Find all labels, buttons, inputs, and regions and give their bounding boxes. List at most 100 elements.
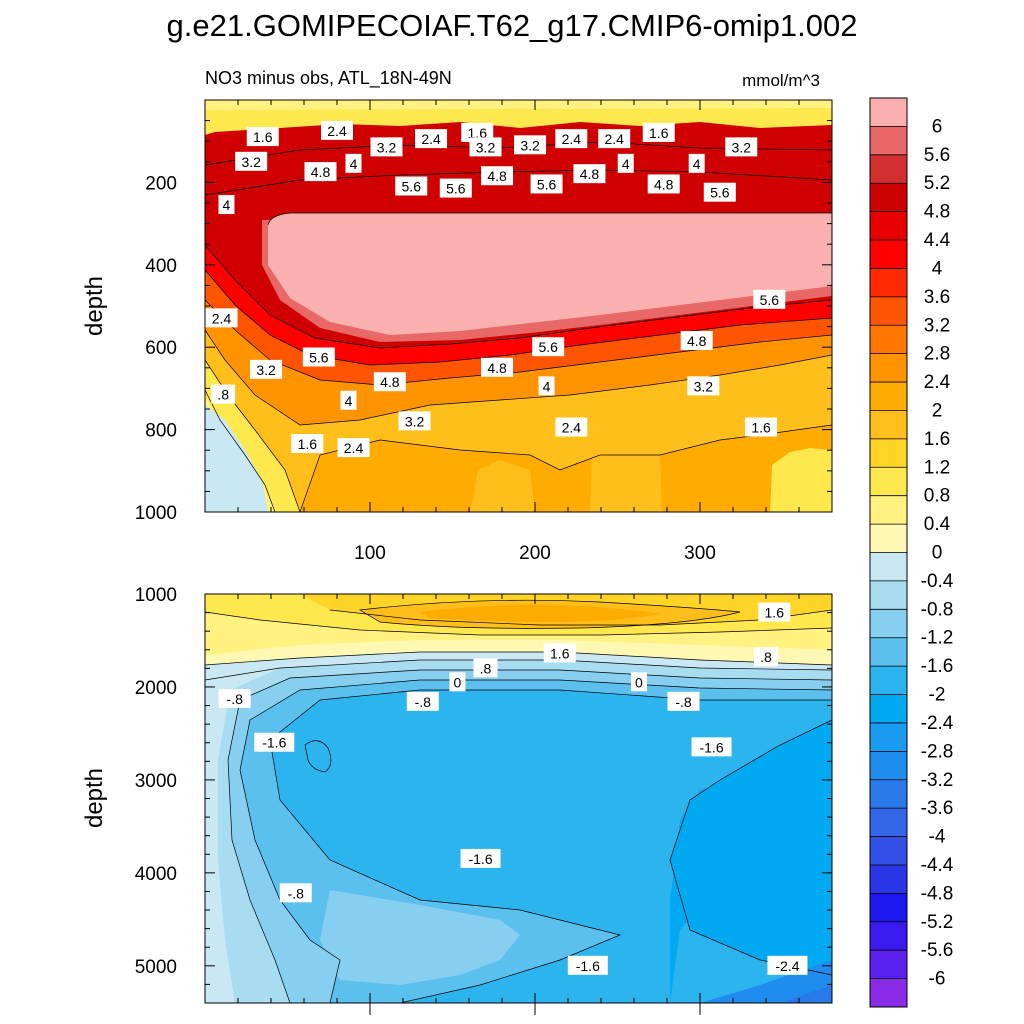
colorbar-level-label: -0.8 <box>921 599 954 620</box>
colorbar-swatch <box>870 154 907 184</box>
colorbar-level-label: 0 <box>932 543 943 564</box>
contour-label-box <box>573 164 606 184</box>
contour-label-text: 2.4 <box>212 310 232 326</box>
contour-label-text: -.8 <box>227 691 244 707</box>
contour-label-box <box>395 176 428 196</box>
contour-label-box <box>439 178 472 198</box>
colorbar-level-label: 0.8 <box>924 486 950 507</box>
colorbar-swatch <box>870 893 907 923</box>
contour-label-text: 4.8 <box>580 166 600 182</box>
colorbar-swatch <box>870 836 907 866</box>
contour-label-text: 1.6 <box>765 605 785 621</box>
x-tick-label: 300 <box>684 543 716 564</box>
contour-label-box <box>337 438 370 458</box>
contour-label-box <box>415 129 448 149</box>
upper-contour-label-33: 3.2 <box>687 376 720 396</box>
y-tick-label: 1000 <box>135 585 177 606</box>
upper-contour-label-36: 3.2 <box>398 411 431 431</box>
upper-contour-label-26: 5.6 <box>302 347 335 367</box>
colorbar-level-label: -5.2 <box>921 912 954 933</box>
upper-contour-label-1: 2.4 <box>321 120 353 140</box>
lower-field <box>205 594 832 1003</box>
colorbar-swatch <box>870 637 907 667</box>
colorbar-swatch <box>870 438 907 468</box>
lower-contour-line <box>205 611 832 636</box>
colorbar-level-label: -4.8 <box>921 883 954 904</box>
contour-label-box <box>449 672 466 692</box>
contour-label-text: 4 <box>345 393 353 409</box>
contour-label-box <box>211 384 236 404</box>
upper-contour-label-23: 4 <box>218 195 235 215</box>
upper-contour-label-2: 3.2 <box>370 137 403 157</box>
contour-label-box <box>481 357 514 377</box>
fill-6p0 <box>268 213 832 335</box>
lower-contour-label-0: 1.6 <box>758 602 791 622</box>
contour-label-box <box>370 137 403 157</box>
contour-label-box <box>373 372 406 392</box>
fill-1p6-patch <box>470 460 535 512</box>
contour-label-text: 5.6 <box>402 179 422 195</box>
colorbar-swatch <box>870 410 907 440</box>
upper-contour-label-14: 5.6 <box>395 176 428 196</box>
x-axis: 100 200 300 <box>237 100 833 1015</box>
lower-contour-label-5: 0 <box>630 672 647 692</box>
contour-label-box <box>567 955 608 975</box>
colorbar-swatch <box>870 268 907 298</box>
contour-label-text: 5.6 <box>710 185 730 201</box>
contour-label-text: 3.2 <box>377 139 397 155</box>
contour-label-text: 4 <box>543 378 551 394</box>
contour-label-text: 1.6 <box>649 125 669 141</box>
lower-contour-label-11: -1.6 <box>460 848 501 868</box>
fill-right-0p8 <box>770 448 832 512</box>
colorbar-swatch <box>870 382 907 411</box>
contour-label-box <box>688 153 705 173</box>
fill-top-0p4 <box>205 100 832 110</box>
contour-label-box <box>555 129 588 149</box>
contour-label-box <box>469 137 502 157</box>
contour-label-box <box>514 135 547 155</box>
upper-contour-label-10: 3.2 <box>725 137 758 157</box>
colorbar: 6 5.6 5.2 4.8 4.4 4 3.6 3.2 2.8 2.4 2 1.6 1.2 0.8 0.4 0… <box>869 97 954 1008</box>
contour-label-text: 2.4 <box>421 131 441 147</box>
colorbar-swatch <box>870 864 907 894</box>
upper-contour-label-5: 3.2 <box>469 137 502 157</box>
colorbar-swatch <box>870 524 907 553</box>
colorbar-level-label: 1.2 <box>924 457 950 478</box>
contour-label-text: 3.2 <box>732 139 752 155</box>
lower-contour-label-12: -.8 <box>279 883 312 903</box>
colorbar-swatch <box>870 950 907 980</box>
upper-contour-label-28: 4.8 <box>680 331 713 351</box>
lower-contour-label-3: .8 <box>473 658 498 678</box>
contour-label-text: 5.6 <box>538 339 558 355</box>
contour-label-box <box>687 376 720 396</box>
y-tick-label: 1000 <box>135 503 177 524</box>
upper-contour-label-37: 2.4 <box>555 417 588 437</box>
contour-label-text: -.8 <box>415 694 432 710</box>
colorbar-swatch <box>870 211 907 241</box>
upper-contour-label-17: 5.6 <box>530 174 563 194</box>
upper-contour-label-34: .8 <box>211 384 236 404</box>
contour-label-box <box>218 689 251 709</box>
fill-p2p4 <box>420 604 660 622</box>
contour-label-box <box>406 691 439 711</box>
upper-contour-label-35: 4 <box>340 390 357 410</box>
contour-label-box <box>340 390 357 410</box>
contour-label-box <box>753 289 786 309</box>
contour-label-box <box>543 643 576 663</box>
y-tick-label: 200 <box>145 173 177 194</box>
upper-contour-label-38: 1.6 <box>745 417 778 437</box>
contour-label-box <box>304 162 337 182</box>
upper-contour-label-7: 2.4 <box>555 129 588 149</box>
upper-contour-label-27: 5.6 <box>532 337 565 357</box>
contour-label-text: 4 <box>693 156 701 172</box>
colorbar-level-label: -1.2 <box>921 628 954 649</box>
contour-label-box <box>630 672 647 692</box>
contour-label-text: -1.6 <box>576 958 600 974</box>
y-tick-label: 5000 <box>135 957 177 978</box>
colorbar-level-label: -2.4 <box>921 713 954 734</box>
upper-contour-line <box>205 329 832 426</box>
y-tick-label: 400 <box>145 256 177 277</box>
contour-label-text: 2.4 <box>604 131 624 147</box>
x-tick-label: 100 <box>354 543 386 564</box>
contour-label-text: 0 <box>454 674 462 690</box>
